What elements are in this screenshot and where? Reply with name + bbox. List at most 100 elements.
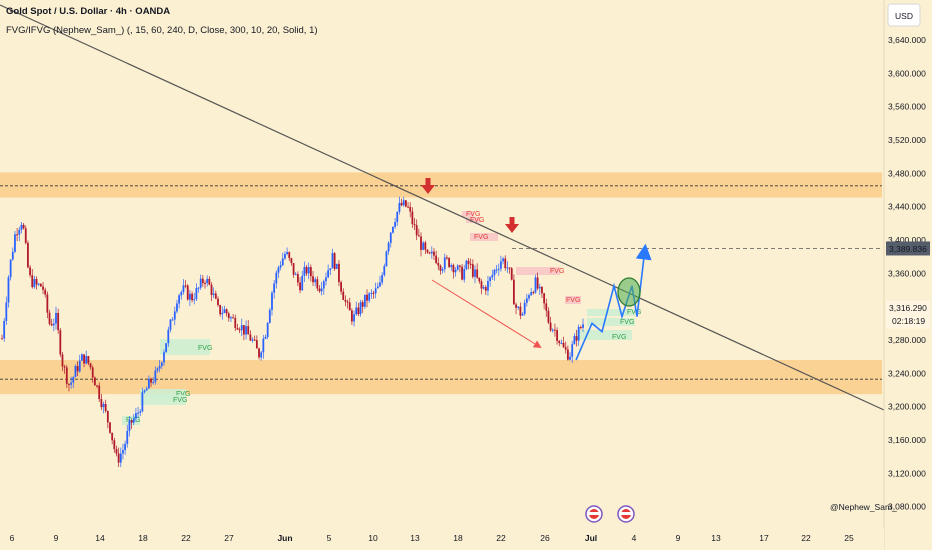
candle-body <box>219 305 222 315</box>
candle-body <box>458 265 461 267</box>
candle-body <box>111 432 114 441</box>
candle-body <box>404 200 407 207</box>
down-arrow-icon <box>421 185 435 194</box>
fvg-zone <box>565 296 581 304</box>
candle-body <box>491 275 494 278</box>
candle-body <box>452 265 455 273</box>
candle-body <box>150 378 152 383</box>
candle-body <box>260 352 263 358</box>
candle-body <box>117 453 120 463</box>
candle-body <box>68 383 70 385</box>
candle-body <box>227 313 230 319</box>
candle-body <box>400 202 403 206</box>
y-tick-label: 3,640.000 <box>888 35 926 45</box>
candle-body <box>428 252 431 254</box>
candle-body <box>331 253 334 269</box>
candle-body <box>145 388 148 391</box>
candle-body <box>292 263 295 275</box>
candle-body <box>284 254 286 259</box>
candle-body <box>506 267 509 269</box>
candle-body <box>81 354 83 361</box>
resistance-zone <box>0 172 882 198</box>
candle-body <box>564 347 567 350</box>
candle-body <box>126 430 129 444</box>
y-tick-label: 3,280.000 <box>888 335 926 345</box>
candle-body <box>288 252 291 259</box>
symbol-title[interactable]: Gold Spot / U.S. Dollar · 4h · OANDA <box>6 6 171 17</box>
y-tick-label: 3,440.000 <box>888 202 926 212</box>
support-zone <box>0 360 882 395</box>
candle-body <box>271 292 273 311</box>
candle-body <box>281 258 284 266</box>
candle-body <box>245 326 247 335</box>
indicator-legend[interactable]: FVG/IFVG (Nephew_Sam_) (, 15, 60, 240, D… <box>6 25 318 36</box>
candle-body <box>420 236 422 250</box>
candle-body <box>173 311 176 320</box>
breakout-circle <box>617 277 641 307</box>
candle-body <box>471 264 474 277</box>
candle-body <box>96 385 98 387</box>
candle-body <box>35 279 38 285</box>
candle-body <box>189 293 191 300</box>
candle-body <box>409 207 412 212</box>
candle-body <box>450 265 453 267</box>
fvg-zone <box>140 389 186 397</box>
candle-body <box>571 344 574 357</box>
candle-body <box>476 269 479 278</box>
fvg-zone <box>462 211 474 217</box>
x-tick-label: 14 <box>95 533 105 543</box>
y-tick-label: 3,360.000 <box>888 268 926 278</box>
candle-body <box>426 249 429 253</box>
candle-body <box>251 339 254 341</box>
fvg-zone <box>140 395 186 405</box>
candle-body <box>191 293 193 301</box>
candle-body <box>387 242 390 252</box>
candle-body <box>495 269 498 271</box>
candle-body <box>240 325 243 331</box>
x-tick-label: Jun <box>277 533 292 543</box>
candle-body <box>59 330 62 355</box>
candle-body <box>482 287 485 289</box>
candle-body <box>562 342 565 348</box>
candle-body <box>327 270 330 278</box>
candle-body <box>329 268 332 271</box>
candle-body <box>180 292 183 296</box>
candle-body <box>208 278 211 285</box>
candle-body <box>294 274 297 276</box>
candle-body <box>474 269 476 277</box>
candle-body <box>534 277 537 293</box>
candle-body <box>102 404 105 408</box>
candle-body <box>104 404 107 411</box>
candle-body <box>143 390 146 393</box>
fvg-zone <box>587 309 635 316</box>
candle-body <box>184 285 187 287</box>
candle-body <box>512 279 515 305</box>
candle-body <box>135 413 137 419</box>
candle-body <box>186 285 189 300</box>
candle-body <box>443 257 446 270</box>
candle-body <box>530 292 533 296</box>
fvg-label: FVG <box>566 297 580 304</box>
x-tick-label: 22 <box>496 533 506 543</box>
candle-body <box>357 307 360 315</box>
candle-body <box>122 450 124 454</box>
candle-body <box>154 370 157 383</box>
y-tick-label: 3,520.000 <box>888 135 926 145</box>
x-tick-label: 13 <box>711 533 721 543</box>
fvg-zone <box>576 330 632 340</box>
candle-body <box>519 306 522 316</box>
candle-body <box>376 286 379 289</box>
candle-body <box>212 293 215 296</box>
x-tick-label: 9 <box>54 533 59 543</box>
candle-body <box>502 258 504 262</box>
candle-body <box>31 275 34 288</box>
candle-body <box>322 281 325 289</box>
y-tick-label: 3,480.000 <box>888 168 926 178</box>
candle-body <box>338 263 340 283</box>
candle-body <box>305 266 308 274</box>
candle-body <box>579 327 582 329</box>
candle-body <box>106 410 109 423</box>
candle-body <box>44 289 47 295</box>
